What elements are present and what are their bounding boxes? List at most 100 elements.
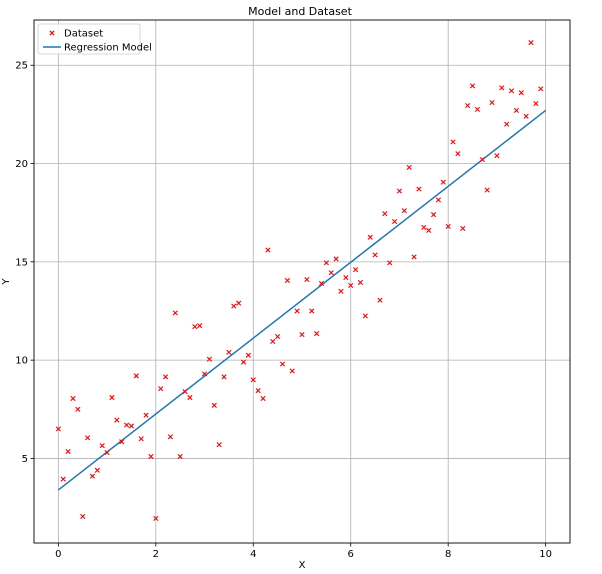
data-point — [265, 247, 271, 253]
data-point — [299, 331, 305, 338]
data-point — [343, 274, 349, 281]
data-point — [353, 267, 359, 273]
data-point — [435, 197, 442, 203]
legend: Dataset Regression Model — [37, 23, 152, 55]
data-point — [411, 254, 417, 260]
data-point — [55, 426, 61, 432]
data-point — [197, 323, 203, 329]
data-point — [445, 223, 451, 230]
data-point — [460, 225, 466, 232]
data-point — [523, 113, 529, 119]
data-point — [187, 394, 193, 401]
data-point — [201, 371, 208, 377]
data-point — [533, 100, 539, 107]
data-point — [109, 394, 115, 401]
legend-model-label: Regression Model — [64, 43, 152, 54]
y-tick-label: 20 — [15, 159, 28, 170]
data-point — [323, 260, 329, 266]
data-point — [333, 256, 339, 262]
data-point — [99, 443, 105, 449]
y-axis-label: Y — [1, 278, 12, 286]
data-point — [143, 412, 149, 418]
data-point — [167, 434, 174, 440]
data-point — [494, 153, 500, 159]
data-point — [504, 121, 510, 127]
data-point — [206, 356, 213, 362]
data-point — [489, 99, 495, 106]
data-point — [377, 297, 383, 303]
data-point — [362, 313, 368, 319]
data-point — [60, 476, 66, 482]
grid-lines — [34, 20, 570, 543]
data-point — [128, 423, 135, 429]
plot-frame — [33, 19, 571, 544]
data-point — [221, 374, 227, 380]
data-point — [328, 270, 334, 276]
data-point — [240, 359, 247, 365]
data-point — [138, 436, 144, 442]
data-point — [158, 386, 164, 392]
data-point — [372, 252, 378, 258]
x-tick-label: 6 — [348, 549, 354, 560]
data-point — [226, 349, 232, 355]
data-point — [294, 308, 300, 314]
data-point — [162, 374, 169, 380]
data-point — [70, 395, 76, 402]
data-point — [85, 435, 91, 441]
data-point — [123, 422, 130, 428]
data-point — [513, 107, 519, 114]
data-point — [89, 473, 96, 479]
y-tick-label: 10 — [15, 356, 28, 367]
data-point — [153, 515, 159, 522]
data-point — [391, 218, 398, 225]
regression-line — [57, 109, 547, 491]
data-point — [211, 402, 217, 408]
data-point — [114, 417, 120, 423]
data-point — [260, 395, 266, 402]
data-point — [430, 212, 437, 218]
data-point — [469, 83, 476, 89]
data-point — [182, 389, 188, 395]
data-point — [406, 164, 412, 171]
data-point — [440, 179, 446, 185]
data-point — [216, 442, 222, 448]
data-point — [133, 373, 139, 379]
data-point — [338, 288, 344, 294]
data-point — [304, 276, 310, 283]
data-point — [416, 186, 422, 192]
data-point — [245, 352, 251, 358]
data-point — [499, 85, 505, 91]
data-point — [474, 106, 481, 113]
data-point — [94, 467, 100, 473]
data-point — [75, 406, 81, 412]
data-point — [177, 453, 183, 460]
data-point — [450, 139, 456, 145]
data-point — [357, 279, 364, 286]
data-point — [148, 453, 154, 460]
data-point — [538, 86, 544, 92]
y-tick-label: 5 — [22, 454, 28, 465]
x-tick-label: 0 — [55, 549, 61, 560]
data-point — [172, 310, 178, 316]
data-point — [279, 361, 286, 367]
data-point — [479, 157, 485, 163]
x-axis-label: X — [299, 560, 306, 571]
data-point — [284, 277, 290, 284]
data-point — [465, 102, 471, 109]
data-point — [387, 260, 393, 266]
data-point — [104, 449, 110, 456]
data-point — [508, 88, 515, 94]
x-tick-label: 10 — [539, 549, 552, 560]
data-point — [309, 308, 315, 314]
data-point — [518, 90, 524, 96]
data-point — [270, 338, 276, 345]
data-point — [382, 211, 388, 217]
data-point — [250, 377, 256, 383]
data-point — [119, 439, 125, 445]
data-point — [289, 368, 295, 374]
data-point — [401, 208, 407, 214]
data-point — [65, 448, 71, 455]
x-tick-label: 2 — [153, 549, 159, 560]
data-point — [80, 513, 86, 520]
